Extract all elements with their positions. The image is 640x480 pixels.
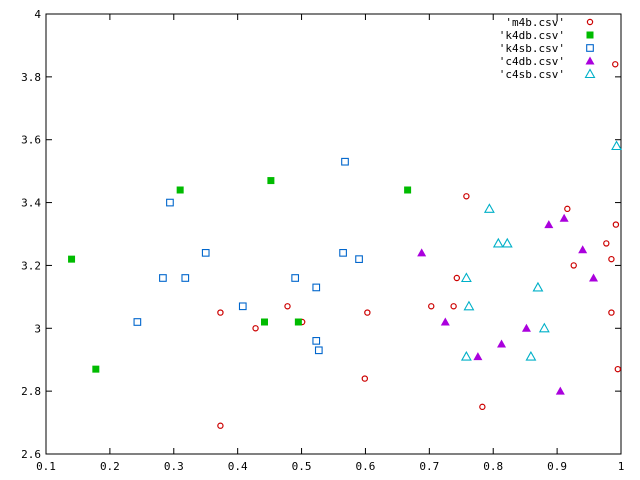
data-point	[492, 237, 504, 248]
data-point	[284, 303, 291, 310]
legend-label: 'k4db.csv'	[499, 29, 565, 42]
data-point	[133, 318, 142, 326]
y-tick-label: 4	[34, 8, 41, 21]
data-point	[559, 213, 569, 222]
x-tick-label: 0.9	[547, 460, 567, 473]
y-tick-label: 3.2	[21, 259, 41, 272]
x-axis: 0.1 0.2 0.3 0.4 0.5 0.6 0.7 0.8 0.9 1	[36, 14, 624, 473]
data-point	[217, 309, 224, 316]
series-k4sbcsv	[133, 157, 363, 355]
y-tick-label: 2.8	[21, 385, 41, 398]
data-points	[68, 61, 622, 429]
x-tick-label: 1	[618, 460, 625, 473]
data-point	[473, 352, 483, 361]
x-tick-label: 0.5	[292, 460, 312, 473]
data-point	[608, 255, 615, 263]
data-point	[564, 205, 571, 213]
legend-marker	[584, 68, 596, 79]
data-point	[501, 237, 513, 248]
data-point	[450, 303, 457, 310]
series-m4bcsv	[217, 61, 622, 429]
x-tick-label: 0.7	[419, 460, 439, 473]
data-point	[166, 198, 174, 207]
data-point	[252, 325, 259, 332]
x-tick-label: 0.1	[36, 460, 56, 473]
y-tick-label: 3.8	[21, 71, 41, 84]
data-point	[578, 245, 588, 254]
data-point	[612, 221, 620, 228]
data-point	[294, 318, 302, 326]
legend-label: 'm4b.csv'	[505, 16, 565, 29]
data-point	[92, 365, 100, 373]
legend-label: 'k4sb.csv'	[499, 42, 565, 55]
data-point	[159, 274, 167, 282]
legend-marker	[586, 18, 594, 26]
y-tick-label: 2.6	[21, 448, 41, 461]
data-point	[608, 309, 615, 316]
data-point	[463, 300, 475, 311]
x-tick-label: 0.3	[164, 460, 184, 473]
data-point	[463, 193, 470, 200]
axes-frame	[45, 13, 622, 455]
data-point	[417, 248, 427, 257]
data-point	[355, 255, 363, 263]
legend-marker	[585, 56, 595, 65]
legend-label: 'c4db.csv'	[499, 55, 565, 68]
x-tick-label: 0.2	[100, 460, 120, 473]
data-point	[428, 303, 435, 310]
y-tick-label: 3.6	[21, 134, 41, 147]
data-point	[314, 346, 323, 355]
data-point	[589, 273, 599, 282]
legend: 'm4b.csv''k4db.csv''k4sb.csv''c4db.csv''…	[499, 16, 596, 81]
series-c4dbcsv	[417, 213, 599, 395]
data-point	[201, 249, 210, 257]
data-point	[483, 203, 495, 213]
data-point	[612, 61, 619, 68]
x-tick-label: 0.6	[356, 460, 376, 473]
data-point	[364, 309, 371, 316]
legend-marker	[586, 31, 594, 39]
data-point	[404, 186, 412, 194]
data-point	[291, 274, 300, 282]
data-point	[603, 240, 610, 247]
data-point	[181, 274, 190, 282]
data-point	[440, 317, 450, 326]
data-point	[312, 337, 321, 345]
legend-marker	[586, 44, 594, 52]
series-c4sbcsv	[460, 140, 622, 361]
y-tick-label: 3	[34, 322, 41, 335]
plot-border	[45, 13, 622, 455]
data-point	[176, 186, 184, 194]
data-point	[339, 249, 347, 257]
data-point	[460, 272, 472, 283]
data-point	[261, 318, 268, 326]
data-point	[479, 403, 486, 411]
data-point	[614, 365, 622, 373]
data-point	[538, 322, 550, 333]
data-point	[341, 157, 349, 166]
data-point	[312, 283, 321, 292]
data-point	[453, 274, 461, 282]
legend-label: 'c4sb.csv'	[499, 68, 565, 81]
y-axis: 2.6 2.8 3 3.2 3.4 3.6 3.8 4	[21, 8, 621, 461]
y-tick-label: 3.4	[21, 197, 41, 210]
data-point	[544, 220, 554, 229]
data-point	[525, 350, 537, 361]
series-k4dbcsv	[68, 177, 412, 373]
x-tick-label: 0.4	[228, 460, 248, 473]
data-point	[497, 339, 507, 348]
data-point	[68, 255, 76, 263]
data-point	[532, 281, 544, 292]
data-point	[217, 422, 224, 429]
data-point	[361, 375, 369, 382]
data-point	[611, 140, 622, 151]
data-point	[238, 302, 247, 311]
data-point	[555, 386, 565, 395]
data-point	[267, 177, 275, 185]
data-point	[521, 323, 531, 332]
data-point	[570, 262, 577, 269]
x-tick-label: 0.8	[483, 460, 503, 473]
data-point	[460, 350, 472, 361]
